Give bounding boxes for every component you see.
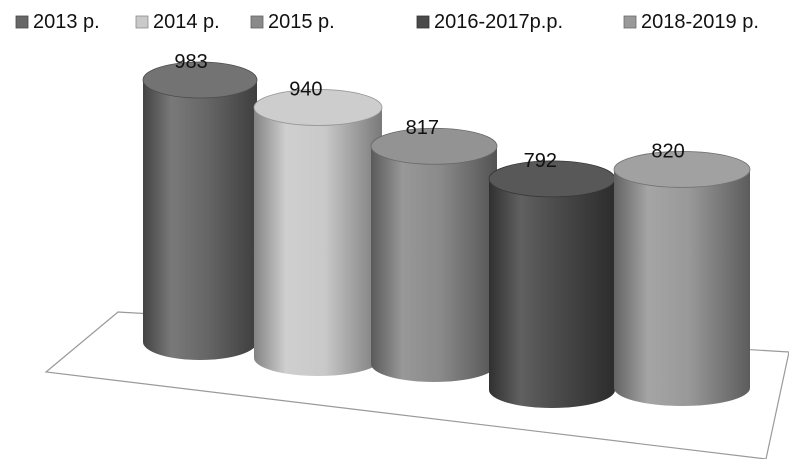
legend-swatch <box>416 15 430 29</box>
cylinder-bar <box>253 89 383 377</box>
data-label: 940 <box>289 78 322 100</box>
cylinder-top-cap <box>142 61 258 99</box>
data-label: 820 <box>651 140 684 162</box>
data-labels: 983 940 817 792 820 <box>174 51 684 172</box>
chart-legend: 2013 р. 2014 р. 2015 р. 2016-2017р.р. 2018-2… <box>15 11 759 33</box>
cylinder-top-cap <box>253 89 383 126</box>
cylinder-body <box>614 169 750 406</box>
data-label: 817 <box>406 117 439 139</box>
legend-swatch <box>15 15 29 29</box>
cylinder-bar <box>370 127 498 382</box>
legend-label: 2016-2017р.р. <box>434 11 563 33</box>
legend-swatch <box>623 15 637 29</box>
cylinder-body <box>254 107 382 377</box>
legend-label: 2018-2019 р. <box>641 11 759 33</box>
data-label: 983 <box>174 51 207 73</box>
chart-bars <box>142 61 751 408</box>
cylinder-bar <box>613 151 751 406</box>
cylinder-top-cap <box>370 127 498 165</box>
legend-swatch <box>135 15 149 29</box>
data-label: 792 <box>524 150 557 172</box>
legend-label: 2015 р. <box>268 11 335 33</box>
legend-label: 2013 р. <box>33 11 100 33</box>
cylinder-body <box>489 178 615 408</box>
cylinder-body <box>371 146 497 382</box>
cylinder-bar <box>488 160 616 408</box>
legend-swatch <box>250 15 264 29</box>
cylinder-body <box>143 80 257 360</box>
cylinder-top-cap <box>613 151 751 188</box>
legend-label: 2014 р. <box>153 11 220 33</box>
cylinder-bar <box>142 61 258 360</box>
